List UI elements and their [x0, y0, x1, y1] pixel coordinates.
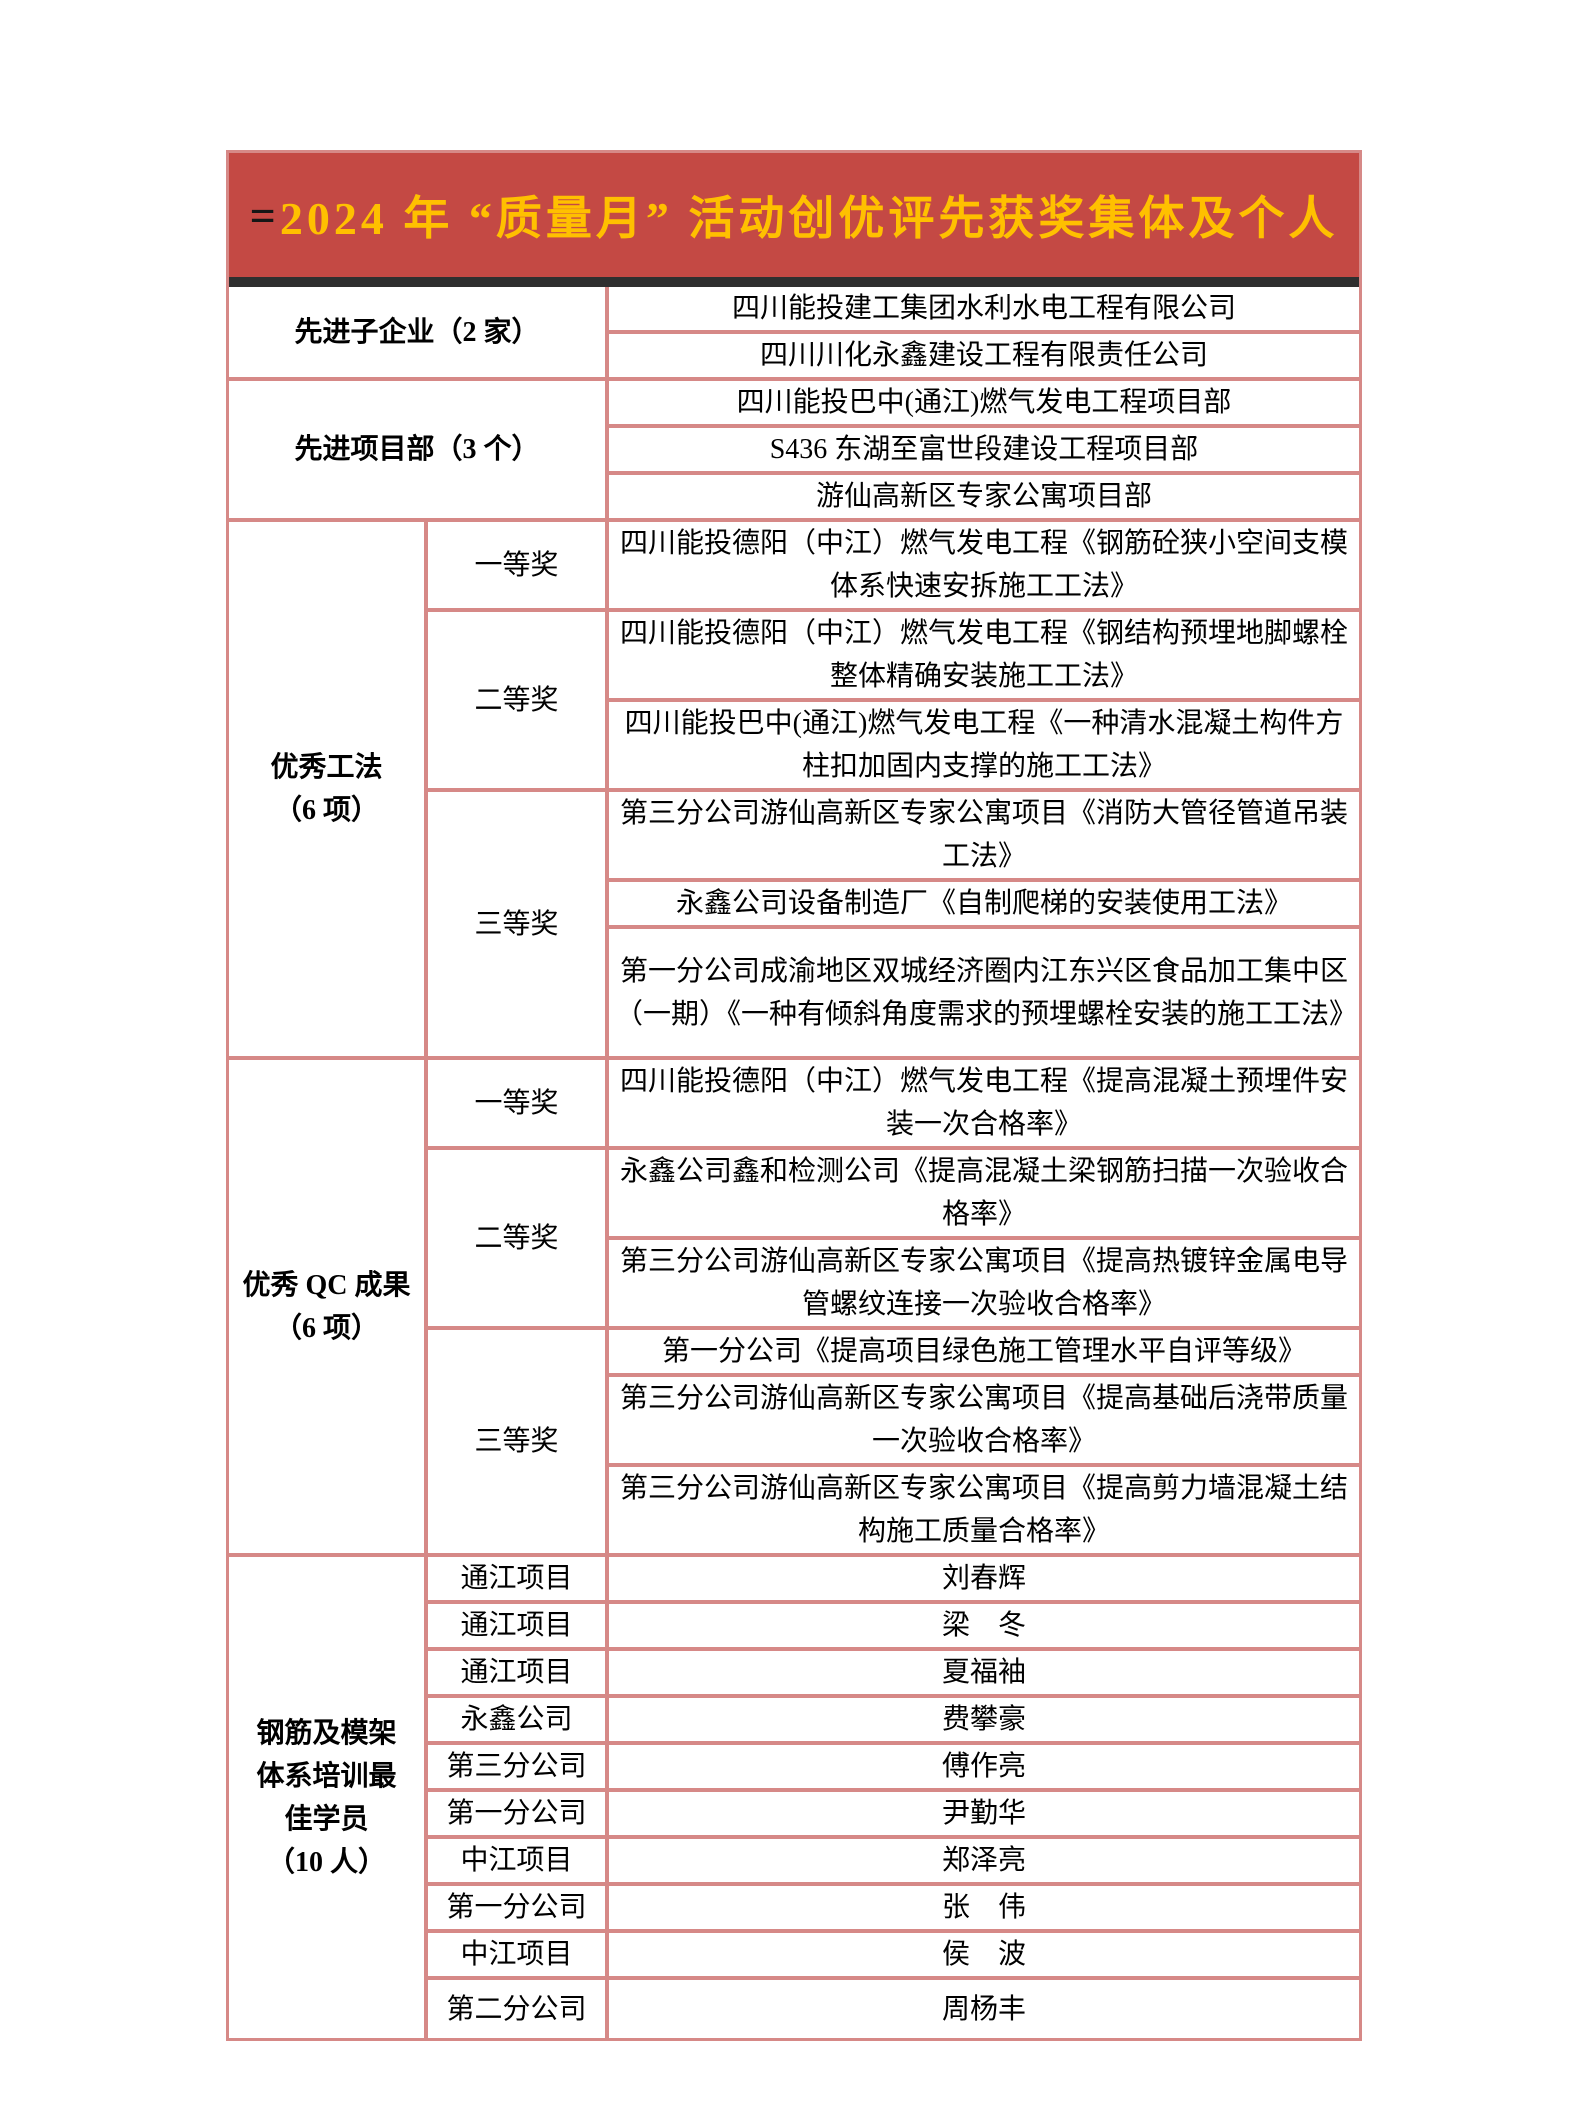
awards-table: 先进子企业（2 家） 四川能投建工集团水利水电工程有限公司 四川川化永鑫建设工程… [226, 285, 1361, 2040]
category-line: （6 项） [273, 1312, 379, 1344]
name-cell: 尹勤华 [605, 1788, 1361, 1839]
category-cell: 先进子企业（2 家） [226, 285, 610, 381]
entry-cell: 永鑫公司设备制造厂《自制爬梯的安装使用工法》 [605, 878, 1361, 929]
table-row: 通江项目 夏福袖 [229, 1647, 1361, 1698]
entry-cell: 四川川化永鑫建设工程有限责任公司 [605, 330, 1361, 381]
table-row: 中江项目 郑泽亮 [229, 1835, 1361, 1886]
category-cell: 优秀工法 （6 项） [227, 518, 428, 1060]
table-row: 二等奖 四川能投德阳（中江）燃气发电工程《钢结构预埋地脚螺栓整体精确安装施工工法… [229, 608, 1361, 792]
name-cell: 夏福袖 [605, 1647, 1361, 1698]
category-line: 佳学员 [284, 1803, 369, 1835]
name-cell: 张 伟 [605, 1882, 1361, 1933]
table-row: 优秀工法 （6 项） 一等奖 四川能投德阳（中江）燃气发电工程《钢筋砼狭小空间支… [227, 518, 1361, 1060]
table-row: 游仙高新区专家公寓项目部 [229, 471, 1361, 522]
name-cell: 傅作亮 [605, 1741, 1361, 1792]
name-cell: 刘春辉 [605, 1553, 1361, 1604]
category-line: 优秀 QC 成果 [242, 1269, 411, 1301]
entry-cell: 永鑫公司鑫和检测公司《提高混凝土梁钢筋扫描一次验收合格率》 [605, 1146, 1361, 1240]
award-level-cell: 一等奖 [423, 1056, 610, 1150]
entry-cell: 四川能投德阳（中江）燃气发电工程《钢结构预埋地脚螺栓整体精确安装施工工法》 [605, 608, 1361, 702]
award-level-cell: 二等奖 [423, 1146, 610, 1330]
table-row: 第一分公司成渝地区双城经济圈内江东兴区食品加工集中区（一期）《一种有倾斜角度需求… [229, 925, 1361, 1060]
title-banner: = 2024 年 “质量月” 活动创优评先获奖集体及个人 [229, 153, 1359, 277]
org-cell: 中江项目 [423, 1929, 610, 1980]
table-row: 第一分公司 张 伟 [229, 1882, 1361, 1933]
entry-cell: 四川能投巴中(通江)燃气发电工程项目部 [605, 377, 1361, 428]
org-cell: 永鑫公司 [423, 1694, 610, 1745]
entry-cell: 第三分公司游仙高新区专家公寓项目《提高热镀锌金属电导管螺纹连接一次验收合格率》 [605, 1236, 1361, 1330]
table-row: S436 东湖至富世段建设工程项目部 [229, 424, 1361, 475]
category-line: （6 项） [273, 795, 379, 826]
entry-cell: 第一分公司成渝地区双城经济圈内江东兴区食品加工集中区（一期）《一种有倾斜角度需求… [605, 925, 1361, 1060]
table-row: 二等奖 永鑫公司鑫和检测公司《提高混凝土梁钢筋扫描一次验收合格率》 [229, 1146, 1361, 1330]
org-cell: 第一分公司 [423, 1882, 610, 1933]
category-cell: 钢筋及模架 体系培训最 佳学员 （10 人） [227, 1553, 428, 2040]
table-row: 永鑫公司设备制造厂《自制爬梯的安装使用工法》 [229, 878, 1361, 929]
name-cell: 梁 冬 [605, 1600, 1361, 1651]
category-line: 体系培训最 [256, 1760, 397, 1792]
awards-document: = 2024 年 “质量月” 活动创优评先获奖集体及个人 先进子企业（2 家） … [226, 150, 1362, 2041]
category-cell: 先进项目部（3 个） [226, 377, 610, 522]
org-cell: 通江项目 [423, 1600, 610, 1651]
page-title: 2024 年 “质量月” 活动创优评先获奖集体及个人 [279, 193, 1339, 244]
org-cell: 通江项目 [423, 1647, 610, 1698]
entry-cell: 第三分公司游仙高新区专家公寓项目《消防大管径管道吊装工法》 [605, 788, 1361, 882]
title-divider-bar [229, 277, 1359, 287]
table-row: 钢筋及模架 体系培训最 佳学员 （10 人） 通江项目 刘春辉 [227, 1553, 1361, 2040]
table-row: 第三分公司游仙高新区专家公寓项目《提高剪力墙混凝土结构施工质量合格率》 [229, 1463, 1361, 1557]
entry-cell: 四川能投巴中(通江)燃气发电工程《一种清水混凝土构件方柱扣加固内支撑的施工工法》 [605, 698, 1361, 792]
title-prefix: = [249, 189, 276, 241]
org-cell: 通江项目 [423, 1553, 610, 1604]
table-row: 通江项目 梁 冬 [229, 1600, 1361, 1651]
org-cell: 第三分公司 [423, 1741, 610, 1792]
table-row: 三等奖 第一分公司《提高项目绿色施工管理水平自评等级》 [229, 1326, 1361, 1557]
category-cell: 优秀 QC 成果 （6 项） [227, 1056, 428, 1557]
org-cell: 第二分公司 [423, 1976, 610, 2040]
name-cell: 周杨丰 [605, 1976, 1361, 2040]
entry-cell: 游仙高新区专家公寓项目部 [605, 471, 1361, 522]
entry-cell: 第三分公司游仙高新区专家公寓项目《提高剪力墙混凝土结构施工质量合格率》 [605, 1463, 1361, 1557]
table-row: 第一分公司 尹勤华 [229, 1788, 1361, 1839]
entry-cell: 四川能投建工集团水利水电工程有限公司 [605, 285, 1361, 334]
entry-cell: 第三分公司游仙高新区专家公寓项目《提高基础后浇带质量一次验收合格率》 [605, 1373, 1361, 1467]
table-row: 四川能投巴中(通江)燃气发电工程《一种清水混凝土构件方柱扣加固内支撑的施工工法》 [229, 698, 1361, 792]
table-row: 中江项目 侯 波 [229, 1929, 1361, 1980]
table-row: 三等奖 第三分公司游仙高新区专家公寓项目《消防大管径管道吊装工法》 [229, 788, 1361, 1060]
table-row: 先进子企业（2 家） 四川能投建工集团水利水电工程有限公司 [226, 285, 1361, 381]
award-level-cell: 二等奖 [423, 608, 610, 792]
category-line: 优秀工法 [270, 752, 383, 783]
table-row: 第二分公司 周杨丰 [229, 1976, 1361, 2040]
category-line: 钢筋及模架 [256, 1717, 397, 1749]
award-level-cell: 一等奖 [423, 518, 610, 612]
name-cell: 费攀豪 [605, 1694, 1361, 1745]
table-row: 优秀 QC 成果 （6 项） 一等奖 四川能投德阳（中江）燃气发电工程《提高混凝… [227, 1056, 1361, 1557]
name-cell: 郑泽亮 [605, 1835, 1361, 1886]
entry-cell: 第一分公司《提高项目绿色施工管理水平自评等级》 [605, 1326, 1361, 1377]
table-row: 永鑫公司 费攀豪 [229, 1694, 1361, 1745]
award-level-cell: 三等奖 [423, 788, 610, 1060]
table-row: 先进项目部（3 个） 四川能投巴中(通江)燃气发电工程项目部 [226, 377, 1361, 522]
entry-cell: 四川能投德阳（中江）燃气发电工程《提高混凝土预埋件安装一次合格率》 [605, 1056, 1361, 1150]
table-row: 第三分公司游仙高新区专家公寓项目《提高热镀锌金属电导管螺纹连接一次验收合格率》 [229, 1236, 1361, 1330]
category-line: （10 人） [266, 1846, 386, 1878]
entry-cell: 四川能投德阳（中江）燃气发电工程《钢筋砼狭小空间支模体系快速安拆施工工法》 [605, 518, 1361, 612]
org-cell: 中江项目 [423, 1835, 610, 1886]
table-row: 第三分公司 傅作亮 [229, 1741, 1361, 1792]
entry-cell: S436 东湖至富世段建设工程项目部 [605, 424, 1361, 475]
award-level-cell: 三等奖 [423, 1326, 610, 1557]
org-cell: 第一分公司 [423, 1788, 610, 1839]
table-row: 四川川化永鑫建设工程有限责任公司 [229, 330, 1361, 381]
name-cell: 侯 波 [605, 1929, 1361, 1980]
table-row: 第三分公司游仙高新区专家公寓项目《提高基础后浇带质量一次验收合格率》 [229, 1373, 1361, 1467]
